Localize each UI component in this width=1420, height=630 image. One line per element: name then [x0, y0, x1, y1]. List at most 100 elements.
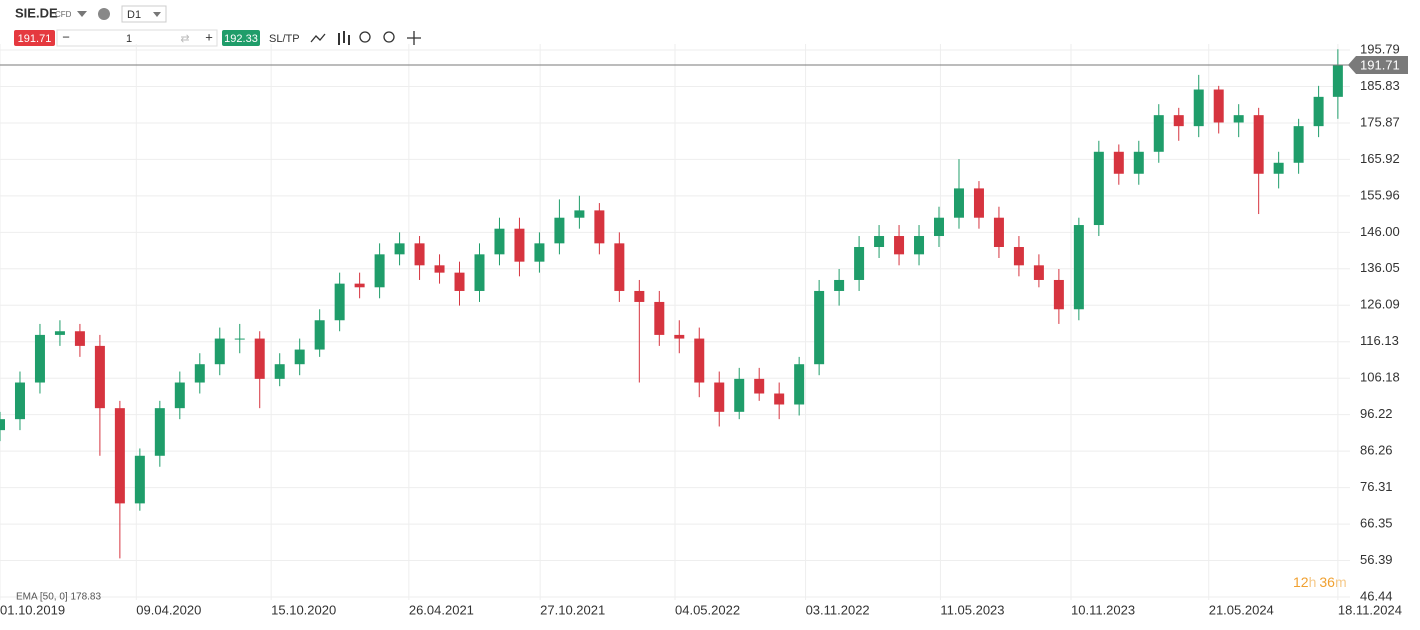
candle-body — [714, 382, 725, 412]
candle-body — [973, 188, 984, 218]
plus[interactable]: + — [205, 29, 213, 44]
candle-body — [434, 265, 445, 273]
candle-body — [14, 382, 25, 420]
candle-body — [1273, 162, 1284, 174]
y-tick-label: 126.09 — [1360, 297, 1400, 312]
candle-body — [514, 228, 525, 262]
last-price-label: 191.71 — [1360, 57, 1400, 72]
x-tick-label: 10.11.2023 — [1071, 602, 1135, 617]
last-price-tag — [1348, 55, 1408, 74]
timer-m: m — [1335, 574, 1347, 590]
candle-body — [1213, 89, 1224, 123]
candle-body — [534, 243, 545, 262]
x-tick-label: 01.10.2019 — [0, 602, 65, 617]
candle-body — [354, 283, 365, 288]
y-tick-label: 165.92 — [1360, 151, 1400, 166]
candle-body — [814, 290, 825, 365]
candle-body — [1053, 279, 1064, 310]
candle-body — [414, 243, 425, 266]
candle-body — [674, 334, 685, 339]
candle-body — [794, 364, 805, 405]
candle-body — [454, 272, 465, 291]
y-tick-label: 136.05 — [1360, 260, 1400, 275]
x-tick-label: 11.05.2023 — [940, 602, 1004, 617]
candle-body — [1133, 151, 1144, 174]
candle-body — [1153, 115, 1164, 152]
candle-body — [774, 393, 785, 405]
instrument: CFD — [55, 10, 72, 19]
candle-icon[interactable] — [338, 31, 350, 45]
candle-body — [694, 338, 705, 383]
candle-body — [874, 236, 885, 248]
candle-body — [574, 210, 585, 218]
candle-body — [174, 382, 185, 409]
sell-button[interactable] — [14, 30, 55, 46]
line-chart-icon[interactable] — [310, 33, 326, 43]
y-tick-label: 146.00 — [1360, 224, 1400, 239]
y-tick-label: 175.87 — [1360, 114, 1400, 129]
volume: 1 — [126, 33, 132, 45]
timer: 12h 36m — [1293, 574, 1347, 590]
candle-body — [1313, 96, 1324, 127]
swap-icon[interactable]: ⇄ — [180, 33, 189, 45]
y-tick-label: 86.26 — [1360, 443, 1393, 458]
candle-body — [254, 338, 265, 379]
info-icon[interactable] — [98, 8, 110, 20]
candle-body — [54, 331, 65, 335]
x-tick-label: 04.05.2022 — [675, 602, 740, 617]
candle-body — [1332, 64, 1343, 97]
x-tick-label: 09.04.2020 — [136, 602, 201, 617]
candle-body — [274, 364, 285, 379]
candle-body — [94, 345, 105, 409]
candle-body — [74, 331, 85, 346]
y-tick-label: 76.31 — [1360, 479, 1393, 494]
timer-h: h — [1309, 574, 1317, 590]
candle-body — [1033, 265, 1044, 280]
y-tick-label: 66.35 — [1360, 516, 1393, 531]
y-tick-label: 46.44 — [1360, 588, 1393, 603]
candle-body — [494, 228, 505, 255]
timeframe-select[interactable] — [121, 5, 167, 23]
symbol[interactable]: SIE.DE — [15, 5, 58, 20]
candle-body — [214, 338, 225, 365]
sell-price: 191.71 — [18, 33, 52, 45]
candle-body — [234, 338, 245, 340]
candle-body — [754, 378, 765, 394]
volume-input[interactable] — [56, 29, 218, 47]
candle-body — [654, 301, 665, 335]
y-tick-label: 106.18 — [1360, 370, 1400, 385]
x-tick-label: 27.10.2021 — [540, 602, 605, 617]
candle-body — [953, 188, 964, 218]
candle-body — [1253, 115, 1264, 174]
candle-body — [554, 217, 565, 244]
x-tick-label: 26.04.2021 — [409, 602, 474, 617]
y-tick-label: 116.13 — [1360, 333, 1399, 348]
candle-body — [734, 378, 745, 412]
candle-body — [1073, 225, 1084, 310]
indicator-label: EMA [50, 0] 178.83 — [16, 592, 101, 603]
candle-body — [134, 455, 145, 504]
candle-body — [1093, 151, 1104, 226]
timeframe: D1 — [127, 9, 141, 21]
sltp-button[interactable]: SL/TP — [269, 33, 300, 45]
zoom-out[interactable] — [359, 31, 371, 43]
buy-button[interactable] — [222, 30, 260, 46]
candle-body — [614, 243, 625, 291]
timeframe-arrow — [153, 12, 161, 17]
candle-body — [314, 320, 325, 350]
minus[interactable]: − — [62, 29, 70, 44]
candle-body — [34, 334, 45, 383]
candle-body — [1113, 151, 1124, 174]
y-tick-label: 56.39 — [1360, 552, 1393, 567]
x-tick-label: 15.10.2020 — [271, 602, 336, 617]
symbol-dropdown[interactable] — [77, 11, 87, 17]
zoom-in[interactable] — [383, 31, 395, 43]
crosshair[interactable] — [407, 31, 421, 45]
candle-body — [1233, 115, 1244, 123]
x-tick-label: 21.05.2024 — [1209, 602, 1274, 617]
candle-body — [0, 419, 5, 431]
timer-hours: 12 — [1293, 574, 1309, 590]
candle-body — [394, 243, 405, 255]
y-tick-label: 195.79 — [1360, 41, 1400, 56]
